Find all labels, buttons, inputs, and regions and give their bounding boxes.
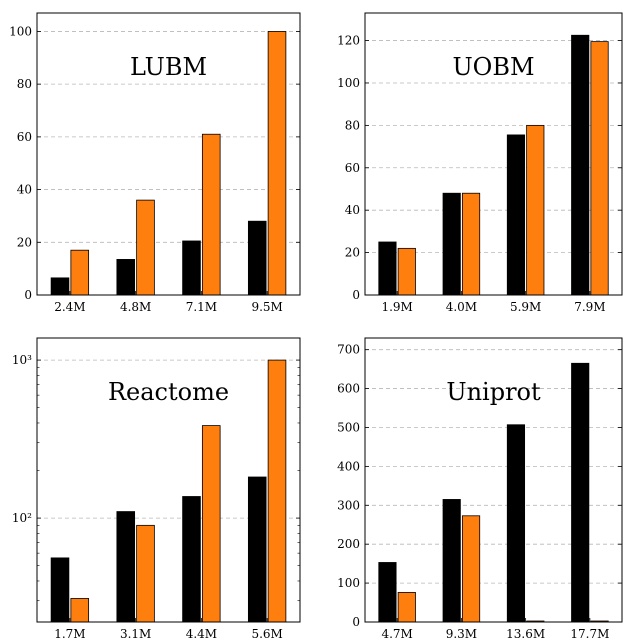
bar-orange-1.9M [397, 247, 416, 296]
chart-title: UOBM [452, 53, 534, 81]
bar-black-1.7M [50, 557, 70, 623]
y-tick-label: 20 [345, 246, 360, 260]
bar-black-1.9M [378, 241, 397, 296]
y-tick-label: 0 [352, 288, 360, 302]
chart-panel-0: 0 20 40 60 80 100 2.4M 4.8M 7.1M 9.5M LUBM [9, 12, 301, 314]
x-tick-label: 17.7M [570, 627, 609, 641]
y-tick-label: 400 [337, 459, 360, 473]
bar-orange-5.9M [526, 124, 545, 296]
y-tick-label: 80 [345, 118, 360, 132]
bar-orange-2.4M [70, 249, 90, 296]
y-tick-label: 40 [345, 203, 360, 217]
plot-frame [36, 12, 301, 296]
bar-orange-7.1M [201, 133, 221, 296]
x-tick-label: 4.0M [446, 300, 477, 314]
y-tick-label: 700 [337, 343, 360, 357]
chart-title: LUBM [130, 53, 207, 81]
bar-orange-1.7M [70, 598, 90, 623]
x-tick-label: 2.4M [54, 300, 85, 314]
bar-black-3.1M [116, 511, 136, 623]
bar-orange-7.9M [590, 41, 609, 296]
chart-title: Uniprot [446, 378, 541, 406]
bar-black-4.4M [182, 496, 201, 623]
bar-orange-4.4M [201, 425, 221, 623]
y-tick-label: 300 [337, 498, 360, 512]
x-tick-label: 1.7M [54, 627, 85, 641]
y-tick-label: 500 [337, 420, 360, 434]
y-tick-label: 100 [337, 76, 360, 90]
plot-frame [364, 337, 623, 623]
y-tick-label: 100 [337, 576, 360, 590]
bar-orange-4.0M [461, 192, 481, 296]
chart-panel-1: 0 20 40 60 80 100 120 1.9M 4.0M 5.9M 7.9M UOBM [337, 12, 623, 314]
x-tick-label: 4.8M [120, 300, 151, 314]
y-tick-label: 200 [337, 537, 360, 551]
x-tick-label: 13.6M [506, 627, 545, 641]
bar-black-9.3M [442, 499, 461, 623]
bar-black-5.9M [506, 134, 526, 296]
y-tick-label: 100 [9, 24, 32, 38]
bar-orange-4.7M [397, 592, 416, 623]
bar-black-17.7M [571, 362, 590, 623]
x-tick-label: 1.9M [381, 300, 412, 314]
bar-orange-5.6M [267, 359, 287, 623]
y-tick-label: 600 [337, 382, 360, 396]
chart-title: Reactome [108, 378, 229, 406]
x-tick-label: 7.1M [186, 300, 217, 314]
x-tick-label: 9.5M [251, 300, 282, 314]
plot-frame [36, 337, 301, 623]
x-tick-label: 4.4M [186, 627, 217, 641]
bar-black-13.6M [506, 424, 526, 623]
y-tick-label: 0 [352, 615, 360, 629]
chart-panel-2: 10² 10³ 1.7M 3.1M 4.4M 5.6M Reactome [12, 337, 301, 641]
chart-panel-3: 0 100 200 300 400 500 600 700 4.7M 9.3M 13.6M 17.7M… [337, 337, 623, 641]
y-tick-label: 10³ [12, 353, 32, 367]
bar-black-4.7M [378, 562, 397, 623]
bar-black-5.6M [247, 476, 267, 623]
bar-orange-4.8M [136, 199, 155, 296]
x-tick-label: 7.9M [574, 300, 605, 314]
y-tick-label: 120 [337, 34, 360, 48]
x-tick-label: 9.3M [446, 627, 477, 641]
y-tick-label: 40 [17, 183, 32, 197]
bar-black-4.8M [116, 259, 136, 296]
x-tick-label: 4.7M [381, 627, 412, 641]
bar-orange-3.1M [136, 524, 155, 623]
bar-black-4.0M [442, 192, 461, 296]
y-tick-label: 20 [17, 235, 32, 249]
bar-black-7.1M [182, 240, 201, 296]
y-tick-label: 60 [345, 161, 360, 175]
bar-black-2.4M [50, 277, 70, 296]
y-tick-label: 0 [24, 288, 32, 302]
x-tick-label: 5.6M [251, 627, 282, 641]
x-tick-label: 3.1M [120, 627, 151, 641]
bar-orange-9.5M [267, 31, 287, 296]
x-tick-label: 5.9M [510, 300, 541, 314]
y-tick-label: 80 [17, 77, 32, 91]
bar-black-9.5M [247, 220, 267, 296]
y-tick-label: 10² [12, 511, 32, 525]
y-tick-label: 60 [17, 130, 32, 144]
bar-black-7.9M [571, 34, 590, 296]
plot-frame [364, 12, 623, 296]
bar-orange-9.3M [461, 515, 481, 623]
